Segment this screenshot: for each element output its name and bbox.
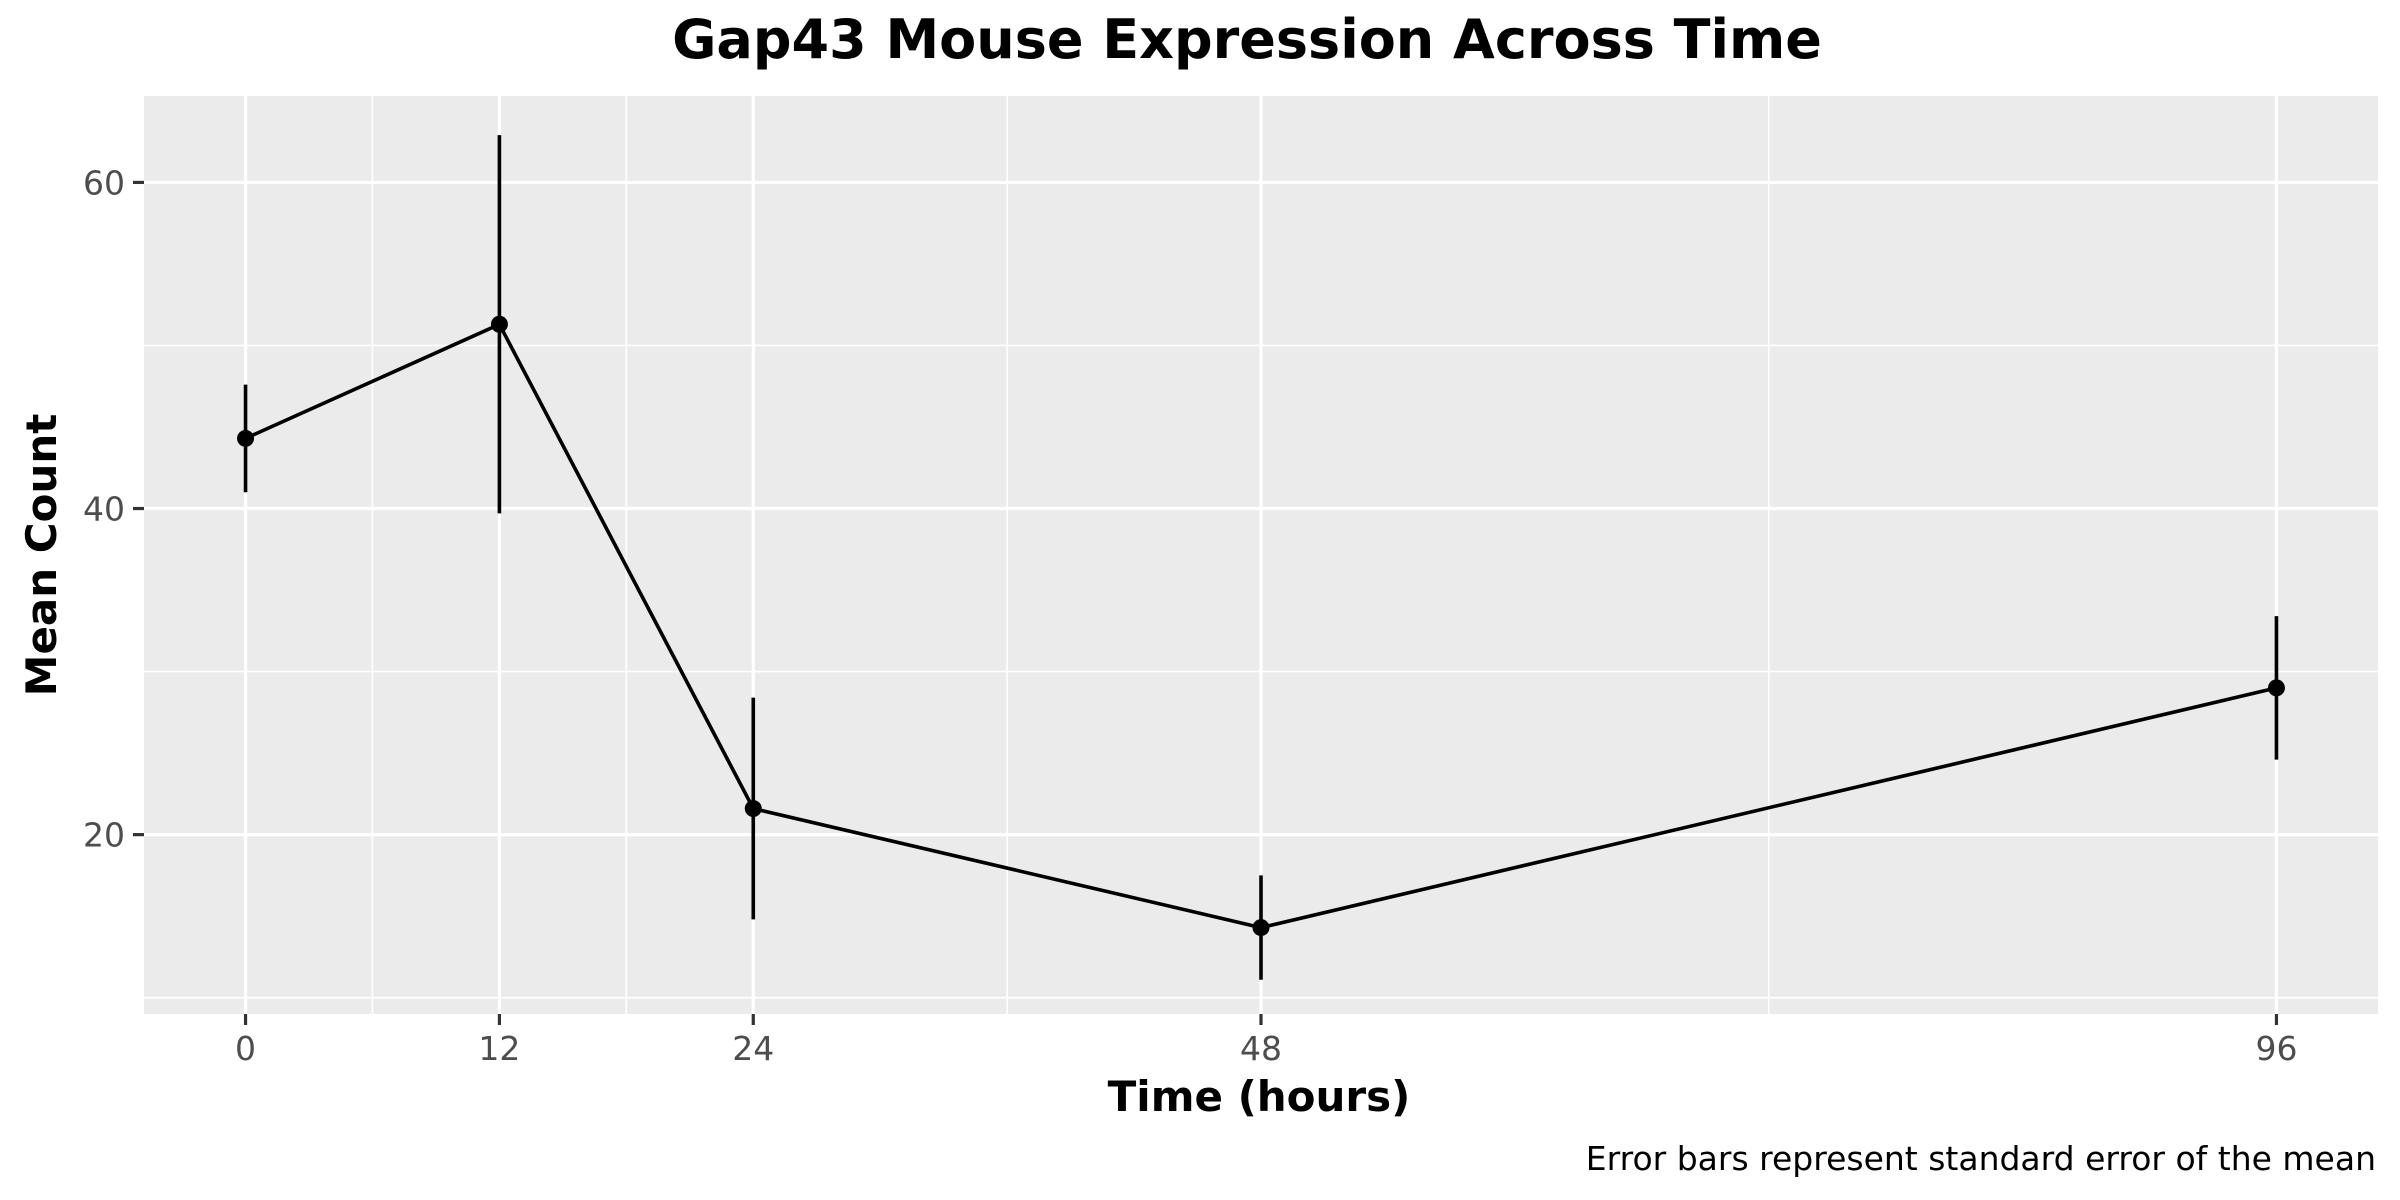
x-tick-label: 0	[235, 1029, 256, 1068]
chart-title: Gap43 Mouse Expression Across Time	[672, 8, 1822, 71]
y-axis-title: Mean Count	[17, 414, 66, 697]
x-tick-label: 24	[732, 1029, 774, 1068]
data-point	[2267, 679, 2285, 697]
y-tick-label: 20	[83, 816, 125, 855]
x-axis-title: Time (hours)	[1108, 1072, 1411, 1121]
y-axis: 20 40 60	[83, 163, 144, 855]
y-tick-label: 60	[83, 163, 125, 202]
data-points	[237, 315, 2285, 937]
x-tick-label: 96	[2255, 1029, 2297, 1068]
caption: Error bars represent standard error of t…	[1586, 1139, 2376, 1178]
data-point	[744, 800, 762, 818]
x-axis: 0 12 24 48 96	[235, 1014, 2297, 1068]
data-point	[490, 315, 508, 333]
x-tick-label: 12	[478, 1029, 520, 1068]
x-tick-label: 48	[1240, 1029, 1282, 1068]
data-point	[237, 429, 255, 447]
data-point	[1252, 919, 1270, 937]
y-tick-label: 40	[83, 490, 125, 529]
